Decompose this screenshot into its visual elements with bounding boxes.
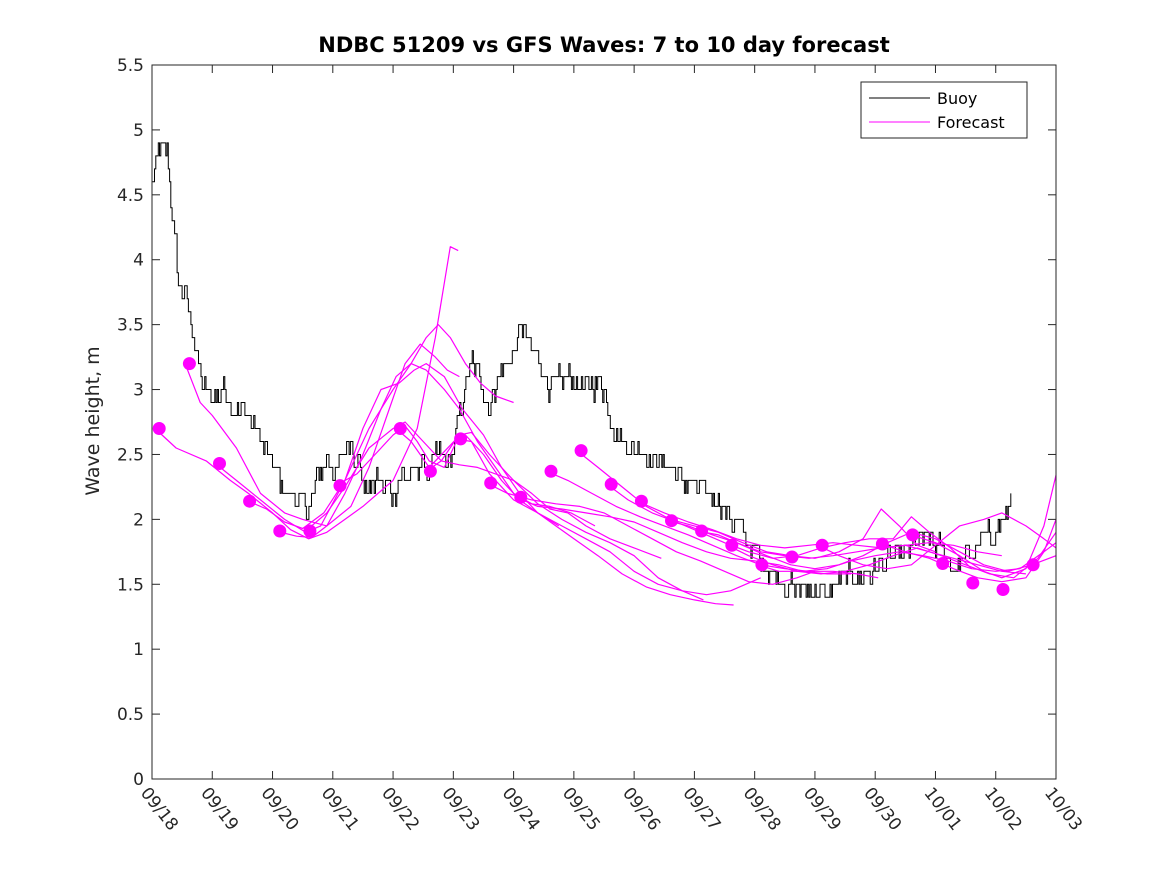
- y-tick-label: 0: [133, 770, 144, 790]
- y-tick-label: 3: [133, 381, 144, 401]
- forecast-line-6: [335, 425, 704, 601]
- y-tick-label: 3.5: [117, 316, 144, 336]
- forecast-point: [996, 583, 1010, 596]
- forecast-point: [695, 524, 709, 538]
- forecast-point: [544, 464, 558, 478]
- legend-box: [860, 81, 1028, 139]
- forecast-point: [243, 494, 257, 508]
- forecast-point: [875, 537, 889, 551]
- y-tick-label: 5.5: [117, 56, 144, 76]
- chart-title: NDBC 51209 vs GFS Waves: 7 to 10 day for…: [318, 33, 889, 57]
- forecast-line-16: [697, 530, 1056, 572]
- forecast-point: [574, 444, 588, 458]
- forecast-line-3: [245, 363, 560, 530]
- y-axis-label: Wave height, m: [82, 346, 104, 495]
- forecast-line-19: [817, 512, 1056, 570]
- forecast-point: [1026, 558, 1040, 572]
- forecast-point: [333, 479, 347, 493]
- forecast-point: [755, 558, 769, 572]
- buoy-series-line: [152, 142, 1012, 598]
- forecast-point: [785, 550, 799, 564]
- forecast-point: [273, 524, 287, 538]
- forecast-point: [393, 422, 407, 435]
- y-tick-label: 2.5: [117, 445, 144, 465]
- forecast-point: [454, 432, 468, 446]
- forecast-point: [936, 557, 950, 570]
- y-tick-label: 2: [133, 510, 144, 530]
- y-tick-label: 1: [133, 640, 144, 660]
- forecast-point: [725, 538, 739, 552]
- legend: Buoy Forecast: [860, 81, 1028, 139]
- forecast-point: [182, 357, 196, 371]
- legend-forecast-label: Forecast: [937, 113, 1005, 132]
- y-tick-label: 0.5: [117, 705, 144, 725]
- forecast-point: [303, 524, 317, 538]
- forecast-line-5: [305, 421, 662, 559]
- forecast-point: [484, 476, 498, 490]
- legend-buoy-label: Buoy: [937, 89, 977, 108]
- y-tick-label: 4.5: [117, 186, 144, 206]
- plot-area: [152, 142, 1056, 606]
- forecast-point: [423, 464, 437, 478]
- y-tick-label: 1.5: [117, 575, 144, 595]
- forecast-line-1: [184, 343, 460, 527]
- forecast-line-7: [395, 428, 734, 606]
- forecast-line-21: [911, 475, 1056, 579]
- forecast-point: [966, 576, 980, 590]
- forecast-point: [152, 422, 166, 435]
- forecast-point: [213, 457, 226, 470]
- forecast-point: [665, 514, 678, 528]
- forecast-line-2: [214, 324, 514, 533]
- y-tick-label: 5: [133, 121, 144, 141]
- y-tick-label: 4: [133, 251, 144, 271]
- forecast-line-0: [154, 246, 459, 540]
- forecast-point: [906, 528, 920, 542]
- forecast-point: [514, 490, 528, 504]
- forecast-line-9: [486, 482, 816, 585]
- forecast-line-11: [546, 470, 879, 579]
- axes-box: [151, 64, 1057, 780]
- forecast-line-15: [667, 520, 1026, 575]
- forecast-point: [815, 538, 829, 552]
- forecast-line-10: [516, 496, 852, 575]
- forecast-point: [634, 494, 648, 508]
- forecast-point: [604, 477, 618, 491]
